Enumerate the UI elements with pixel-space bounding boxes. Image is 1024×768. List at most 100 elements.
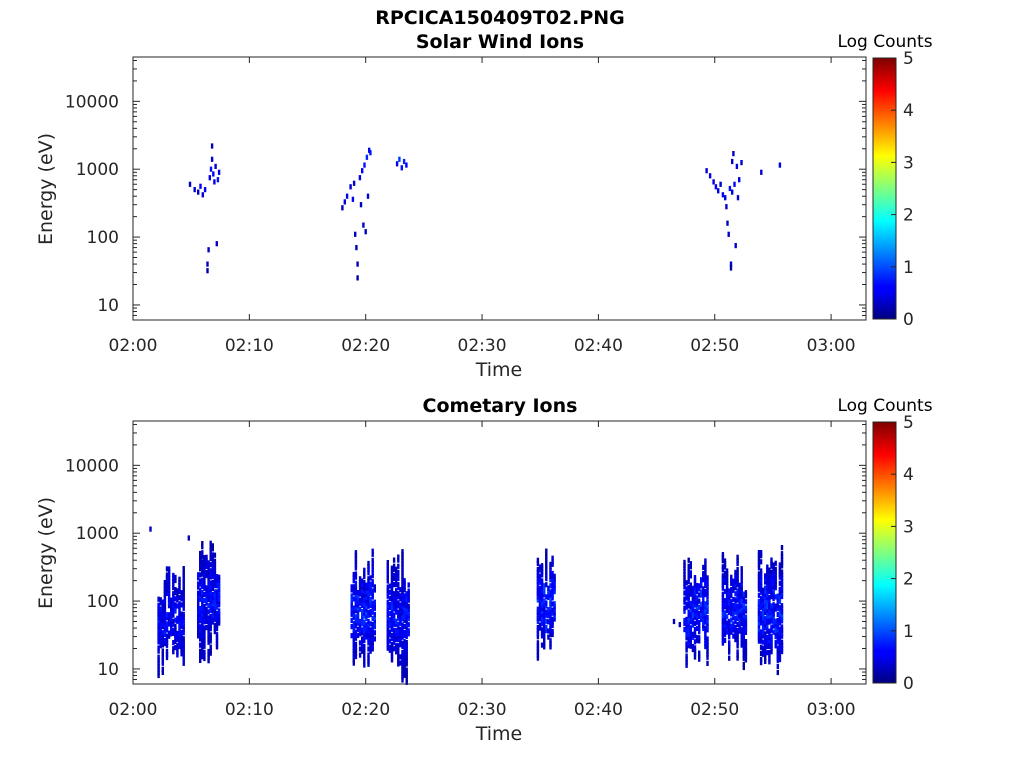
data-cell [687,594,690,600]
data-cell [390,596,394,602]
data-cell [207,575,210,581]
data-cell [761,651,765,657]
data-cell [350,596,353,602]
data-cell [401,598,404,604]
data-cell [706,627,709,633]
data-cell [352,605,355,611]
data-cell [702,622,705,629]
data-cell [728,649,731,655]
data-cell [776,669,779,676]
data-cell [365,628,368,634]
data-cell [693,654,697,660]
data-cell [736,579,739,585]
data-cell [728,640,731,646]
y-tick-label: 1000 [76,160,119,180]
data-cell [363,570,366,576]
data-cell [211,558,214,564]
data-cell [350,584,353,590]
data-cell [744,629,748,635]
data-cell [197,602,200,608]
data-cell [702,595,705,601]
data-cell [725,568,729,574]
data-cell [776,596,779,602]
data-cell [757,626,761,632]
data-cell [725,629,729,635]
data-cell [693,627,697,633]
data-cell [356,608,360,614]
data-cell [201,599,204,605]
data-cell [161,669,164,675]
data-cell [768,585,771,592]
data-cell [725,577,729,583]
data-cell [772,589,775,596]
data-cell [736,557,739,563]
data-cell [358,175,362,181]
data-cell [693,633,697,639]
data-cell [354,635,358,641]
data-cell [369,590,372,596]
data-cell [365,631,368,637]
data-cell [766,598,769,604]
data-cell [536,612,540,618]
data-cell [687,609,690,615]
data-cell [740,633,743,639]
data-cell [354,592,358,598]
data-cell [356,599,360,605]
data-cell [213,613,217,619]
data-cell [390,571,394,577]
data-cell [176,649,179,655]
data-cell [397,624,400,630]
data-cell [403,648,406,654]
data-cell [734,576,737,582]
data-cell [215,632,219,638]
data-cell [738,177,741,183]
data-cell [363,592,366,598]
data-cell [772,611,775,617]
data-cell [403,660,406,666]
data-cell [180,639,183,645]
data-cell [403,654,406,660]
data-cell [740,621,743,627]
data-cell [683,569,686,575]
data-cell [540,563,544,569]
data-cell [728,618,731,625]
data-cell [401,665,404,671]
data-cell [403,617,406,623]
data-cell [371,548,374,554]
data-cell [538,622,542,628]
data-cell [778,571,782,577]
data-cell [367,637,370,643]
data-cell [371,579,374,585]
data-cell [698,629,701,635]
data-cell [702,570,705,577]
data-cell [402,158,406,165]
data-cell [392,627,396,633]
data-cell [551,583,554,589]
data-cell [354,571,358,577]
data-cell [157,633,160,639]
data-cell [209,592,212,598]
data-cell [706,624,709,630]
data-cell [201,614,204,620]
data-cell [687,612,690,618]
data-cell [170,619,173,625]
data-cell [740,160,743,166]
data-cell [213,564,217,570]
data-cell [736,597,739,603]
data-cell [407,594,410,600]
data-cell [778,650,782,657]
data-cell [361,168,364,174]
data-cell [730,623,733,629]
data-cell [390,617,394,623]
data-cell [706,587,709,593]
data-cell [695,613,699,619]
data-cell [693,578,697,584]
data-cell [371,646,374,652]
data-cell [738,591,741,598]
data-cell [725,589,729,595]
data-cell [352,630,355,636]
data-cell [549,641,552,647]
data-cell [367,600,370,606]
data-cell [401,671,404,677]
data-cell [704,610,707,616]
